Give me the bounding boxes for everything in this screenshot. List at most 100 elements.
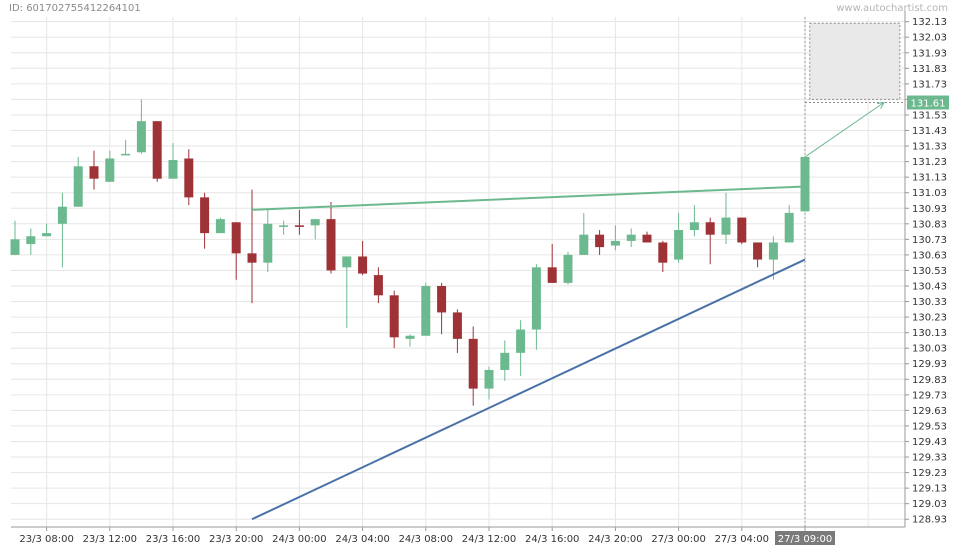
candle-body xyxy=(484,369,494,389)
support-line xyxy=(251,258,806,521)
x-tick-label: 27/3 09:00 xyxy=(778,534,832,545)
y-tick-label: 131.13 xyxy=(912,173,947,184)
candle-body xyxy=(152,121,162,179)
y-tick-label: 130.73 xyxy=(912,235,947,246)
time-tag xyxy=(775,531,835,545)
y-tick-label: 129.43 xyxy=(912,437,947,448)
y-tick-label: 129.13 xyxy=(912,484,947,495)
candle-body xyxy=(342,256,352,268)
x-tick-label: 27/3 00:00 xyxy=(651,534,705,545)
candle-body xyxy=(800,156,810,212)
candle-body xyxy=(231,222,241,254)
candle-body xyxy=(737,217,747,243)
candle-body xyxy=(421,285,431,336)
y-tick-label: 130.53 xyxy=(912,266,947,277)
y-tick-label: 130.23 xyxy=(912,313,947,324)
x-tick-label: 23/3 12:00 xyxy=(83,534,137,545)
y-tick-label: 131.43 xyxy=(912,126,947,137)
y-tick-label: 130.03 xyxy=(912,344,947,355)
y-tick-label: 129.33 xyxy=(912,453,947,464)
candle-body xyxy=(105,158,115,182)
x-tick-label: 23/3 08:00 xyxy=(19,534,73,545)
candles xyxy=(10,99,810,406)
brand-watermark: www.autochartist.com xyxy=(836,3,948,14)
y-tick-label: 132.03 xyxy=(912,33,947,44)
candle-body xyxy=(405,335,415,339)
y-tick-label: 130.33 xyxy=(912,297,947,308)
y-tick-label: 130.63 xyxy=(912,250,947,261)
candle-body xyxy=(595,234,605,248)
candle-body xyxy=(136,121,146,153)
y-tick-label: 132.13 xyxy=(912,17,947,28)
y-tick-label: 128.93 xyxy=(912,515,947,526)
trendlines xyxy=(251,185,806,521)
y-tick-label: 130.93 xyxy=(912,204,947,215)
y-tick-label: 129.83 xyxy=(912,375,947,386)
candle-body xyxy=(563,254,573,283)
candle-body xyxy=(358,256,368,274)
candle-body xyxy=(389,295,399,338)
candle-body xyxy=(642,234,652,243)
candle-body xyxy=(279,225,289,227)
candle-body xyxy=(184,158,194,198)
candle-body xyxy=(768,242,778,260)
x-tick-label: 24/3 12:00 xyxy=(462,534,516,545)
candle-body xyxy=(326,219,336,271)
y-tick-label: 131.93 xyxy=(912,48,947,59)
y-tick-label: 130.43 xyxy=(912,281,947,292)
candle-body xyxy=(721,217,731,235)
resistance-line xyxy=(251,185,806,211)
forecast-arrow-head xyxy=(877,101,885,109)
candle-body xyxy=(73,166,83,207)
y-tick-label: 129.73 xyxy=(912,390,947,401)
candle-body xyxy=(452,312,462,339)
candle-body xyxy=(373,275,383,296)
grid xyxy=(11,17,905,527)
y-tick-label: 129.53 xyxy=(912,421,947,432)
forecast-arrow-shaft xyxy=(804,102,885,158)
candle-body xyxy=(689,222,699,231)
x-tick-label: 24/3 20:00 xyxy=(588,534,642,545)
candle-body xyxy=(89,166,99,179)
axes: 132.13132.03131.93131.83131.73131.63131.… xyxy=(11,11,949,545)
candle-body xyxy=(468,338,478,389)
candle-body xyxy=(263,223,273,263)
candle-body xyxy=(437,285,447,313)
candle-body xyxy=(294,225,304,227)
x-tick-label: 24/3 04:00 xyxy=(335,534,389,545)
candle-body xyxy=(705,222,715,235)
candle-body xyxy=(500,352,510,370)
candle-body xyxy=(784,212,794,243)
candle-body xyxy=(10,239,20,255)
y-tick-label: 129.23 xyxy=(912,468,947,479)
x-tick-label: 24/3 00:00 xyxy=(272,534,326,545)
forecast-overlay xyxy=(804,17,905,527)
y-tick-label: 129.63 xyxy=(912,406,947,417)
candle-body xyxy=(658,242,668,263)
candle-body xyxy=(579,234,589,255)
y-tick-label: 131.53 xyxy=(912,110,947,121)
candle-body xyxy=(547,267,557,283)
x-tick-label: 23/3 16:00 xyxy=(146,534,200,545)
y-tick-label: 130.13 xyxy=(912,328,947,339)
candle-body xyxy=(168,160,178,179)
candle-body xyxy=(610,240,620,246)
x-tick-label: 24/3 16:00 xyxy=(525,534,579,545)
y-tick-label: 131.23 xyxy=(912,157,947,168)
forecast-box xyxy=(809,22,901,100)
candle-body xyxy=(57,206,67,224)
candle-body xyxy=(247,253,257,263)
candle-body xyxy=(626,234,636,241)
candle-body xyxy=(516,329,526,353)
x-tick-label: 23/3 20:00 xyxy=(209,534,263,545)
candle-body xyxy=(674,230,684,260)
y-tick-label: 129.93 xyxy=(912,359,947,370)
x-tick-label: 27/3 04:00 xyxy=(715,534,769,545)
candle-body xyxy=(26,236,36,245)
chart-id-label: ID: 601702755412264101 xyxy=(9,3,141,14)
candle-body xyxy=(42,233,52,237)
y-tick-label: 129.03 xyxy=(912,499,947,510)
y-tick-label: 131.33 xyxy=(912,142,947,153)
price-tag-label: 131.61 xyxy=(911,99,946,110)
